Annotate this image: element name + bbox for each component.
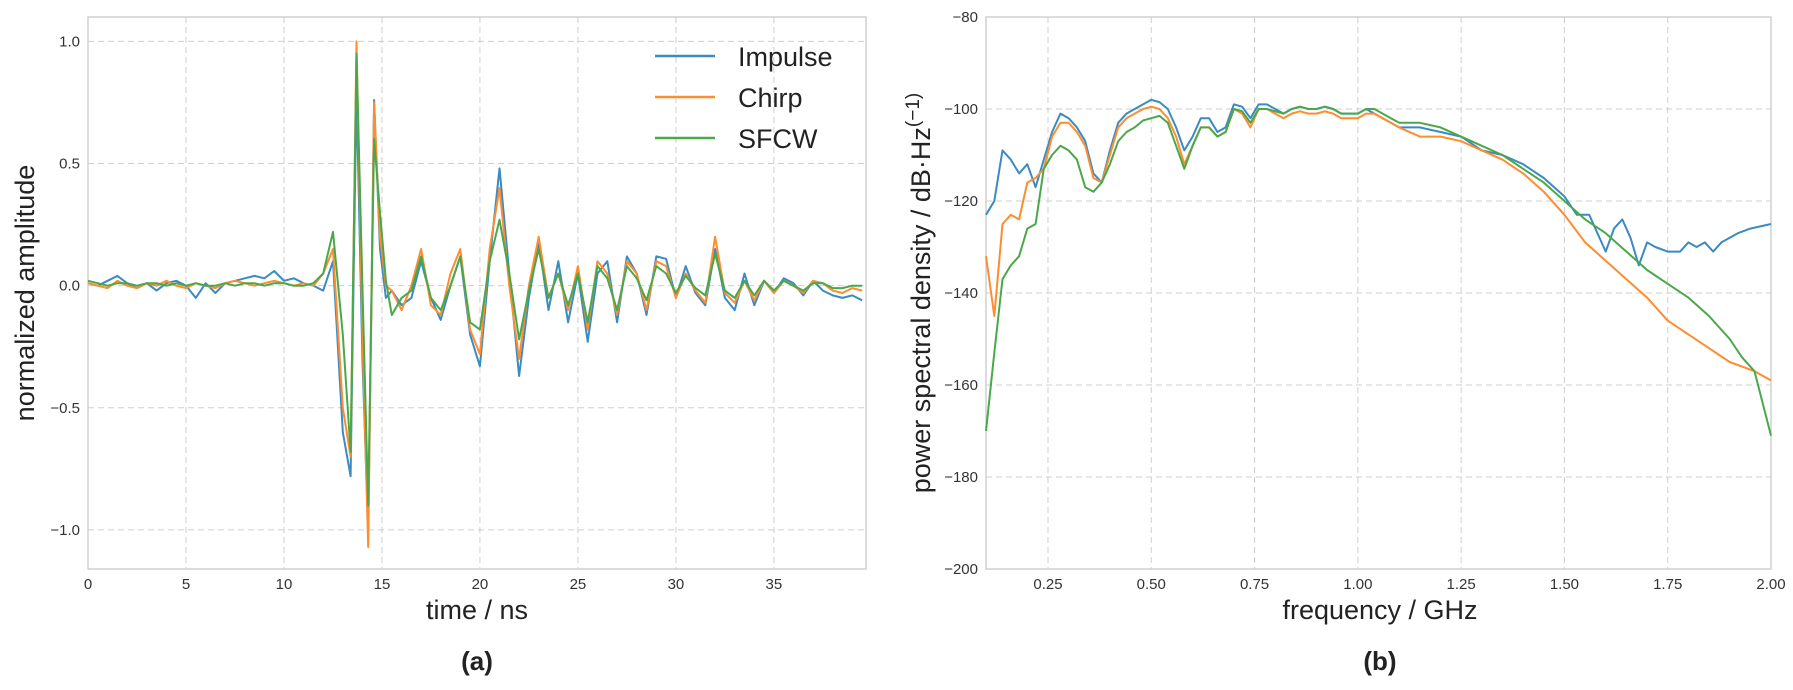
panel-a-time-domain: 0 5 10 15 20 25 30 35 −1.0 −0.5 0.0 0.5 1.0 time / n… <box>10 16 867 676</box>
panel-b-label: (b) <box>1363 646 1396 676</box>
panel-a-plot-area <box>87 16 867 570</box>
legend: Impulse Chirp SFCW <box>655 42 833 154</box>
y-tick-label: −100 <box>944 101 978 118</box>
x-tick-label: 0.50 <box>1137 576 1166 593</box>
y-tick-label: −160 <box>944 377 978 394</box>
series-line-sfcw <box>985 105 1772 436</box>
x-tick-label: 1.50 <box>1550 576 1579 593</box>
y-tick-label: −80 <box>953 9 978 26</box>
y-tick-label: 0.5 <box>59 156 80 173</box>
panel-a-label: (a) <box>461 646 493 676</box>
x-tick-label: 25 <box>570 576 587 593</box>
x-tick-label: 0.75 <box>1240 576 1269 593</box>
panel-a-ticks: 0 5 10 15 20 25 30 35 −1.0 −0.5 0.0 0.5 1.0 <box>50 33 782 593</box>
x-tick-label: 15 <box>374 576 391 593</box>
panel-b-ylabel-superscript: (−1) <box>903 93 924 127</box>
legend-label-chirp: Chirp <box>738 83 803 113</box>
y-tick-label: 0.0 <box>59 278 80 295</box>
y-tick-label: −200 <box>944 561 978 578</box>
panel-b-ylabel-main: power spectral density / dB·Hz <box>906 127 936 493</box>
x-tick-label: 0.25 <box>1033 576 1062 593</box>
x-tick-label: 35 <box>766 576 783 593</box>
x-tick-label: 1.75 <box>1653 576 1682 593</box>
x-tick-label: 1.25 <box>1447 576 1476 593</box>
x-tick-label: 10 <box>276 576 293 593</box>
panel-b-grid <box>986 17 1771 569</box>
series-line-sfcw <box>87 52 863 507</box>
panel-a-ylabel: normalized amplitude <box>10 165 40 422</box>
panel-a-xlabel: time / ns <box>426 595 528 625</box>
y-tick-label: −180 <box>944 469 978 486</box>
panel-b-ticks: 0.25 0.50 0.75 1.00 1.25 1.50 1.75 2.00 −200 −180… <box>944 9 1785 593</box>
panel-a-series <box>87 40 863 548</box>
x-tick-label: 20 <box>472 576 489 593</box>
y-tick-label: −1.0 <box>50 522 80 539</box>
x-tick-label: 5 <box>182 576 190 593</box>
x-tick-label: 30 <box>668 576 685 593</box>
y-tick-label: 1.0 <box>59 33 80 50</box>
panel-b-xlabel: frequency / GHz <box>1282 595 1477 625</box>
x-tick-label: 1.00 <box>1343 576 1372 593</box>
series-line-chirp <box>985 105 1772 382</box>
legend-label-sfcw: SFCW <box>738 124 818 154</box>
panel-b-series <box>985 98 1772 436</box>
y-tick-label: −140 <box>944 285 978 302</box>
panel-b-ylabel: power spectral density / dB·Hz(−1) <box>903 93 936 493</box>
legend-label-impulse: Impulse <box>738 42 833 72</box>
x-tick-label: 2.00 <box>1756 576 1785 593</box>
panel-b-psd: 0.25 0.50 0.75 1.00 1.25 1.50 1.75 2.00 −200 −180… <box>903 9 1786 676</box>
y-tick-label: −0.5 <box>50 400 80 417</box>
x-tick-label: 0 <box>84 576 92 593</box>
y-tick-label: −120 <box>944 193 978 210</box>
